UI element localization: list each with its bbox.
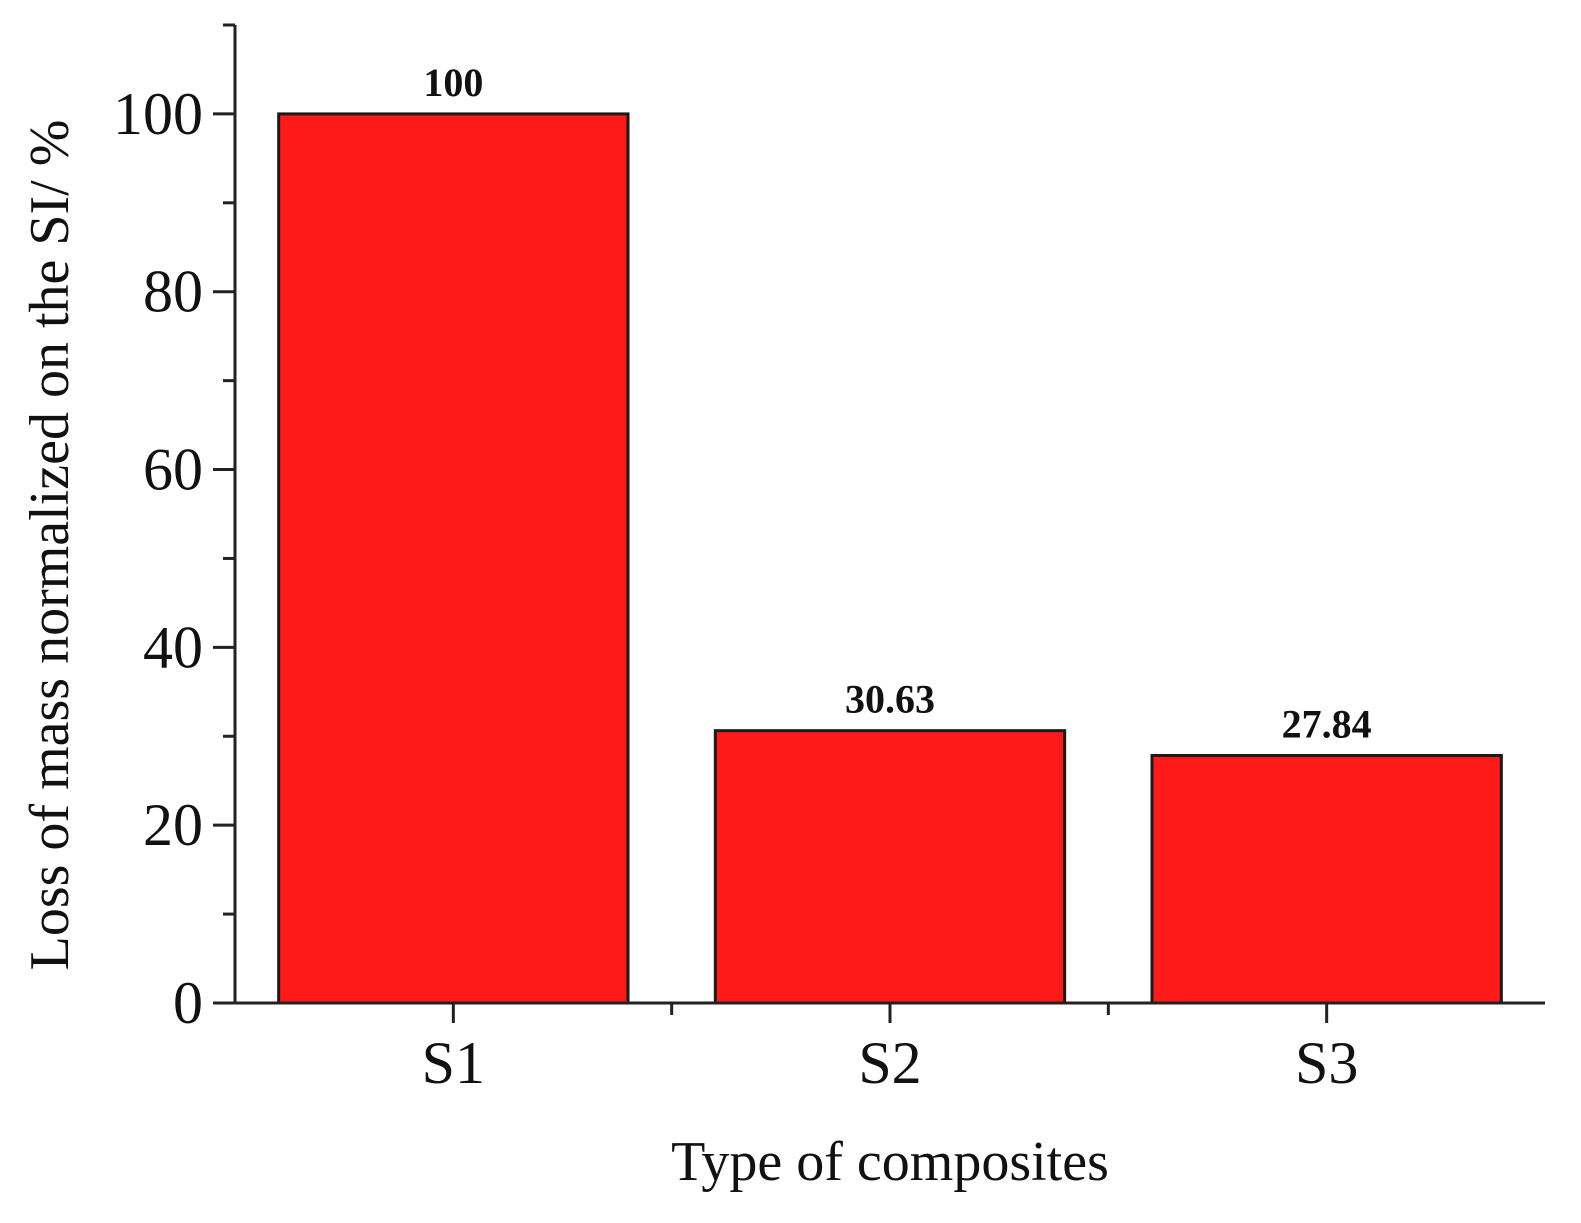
y-tick-label: 60 xyxy=(143,437,203,503)
bar-label-s2: 30.63 xyxy=(845,677,935,722)
y-tick-label: 20 xyxy=(143,792,203,858)
x-tick-label-s3: S3 xyxy=(1295,1030,1358,1096)
bars-group xyxy=(277,112,1503,1005)
bar-s1 xyxy=(277,112,630,1005)
y-tick-label: 40 xyxy=(143,614,203,680)
bar-label-s1: 100 xyxy=(423,60,483,105)
x-axis-title: Type of composites xyxy=(671,1131,1109,1193)
bar-s3 xyxy=(1150,753,1503,1005)
x-tick-label-s1: S1 xyxy=(422,1030,485,1096)
y-tick-label: 0 xyxy=(173,970,203,1036)
y-axis-title: Loss of mass normalized on the SI/ % xyxy=(19,120,81,971)
bar-labels-group: 100 30.63 27.84 xyxy=(423,60,1371,747)
bar-s2 xyxy=(713,729,1067,1005)
x-tick-label-s2: S2 xyxy=(858,1030,921,1096)
y-tick-label: 80 xyxy=(143,259,203,325)
bar-label-s3: 27.84 xyxy=(1282,701,1372,746)
y-tick-label: 100 xyxy=(113,81,203,147)
x-ticks-group: S1 S2 S3 xyxy=(422,1003,1358,1096)
y-ticks-group: 0 20 40 60 80 100 xyxy=(113,23,235,1036)
